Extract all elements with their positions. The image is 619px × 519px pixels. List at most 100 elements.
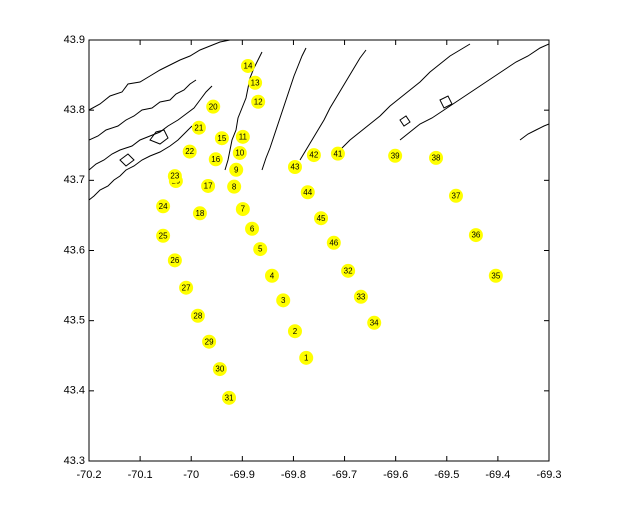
station-label: 30 [215,365,224,374]
station-marker [167,169,182,184]
station-marker [156,228,171,243]
x-tick-label: -69.6 [383,469,408,481]
station-label: 12 [254,97,263,106]
station-marker [192,206,207,221]
station-marker [222,390,237,405]
station-marker [229,162,244,177]
station-label: 11 [239,132,248,141]
station-marker [326,235,341,250]
x-tick-label: -70.2 [76,469,101,481]
x-tick-label: -69.8 [281,469,306,481]
station-marker [208,152,223,167]
station-label: 10 [235,149,244,158]
station-marker [167,253,182,268]
station-label: 15 [217,134,226,143]
station-marker [202,334,217,349]
station-marker [190,308,205,323]
y-tick-label: 43.3 [64,455,85,467]
station-marker [299,350,314,365]
station-label: 28 [193,311,202,320]
station-marker [240,58,255,73]
station-label: 27 [182,283,191,292]
station-marker [264,268,279,283]
station-label: 9 [234,165,239,174]
station-marker [235,202,250,217]
station-label: 14 [244,62,253,71]
station-label: 44 [303,188,312,197]
station-label: 6 [250,224,255,233]
station-marker [353,289,368,304]
station-label: 34 [370,318,379,327]
station-marker [245,221,260,236]
x-tick-label: -69.9 [230,469,255,481]
station-marker [341,263,356,278]
station-marker [179,280,194,295]
station-label: 45 [317,214,326,223]
station-label: 18 [195,209,204,218]
station-label: 8 [232,182,237,191]
station-marker [156,199,171,214]
y-tick-label: 43.7 [64,174,85,186]
station-label: 23 [170,172,179,181]
station-label: 2 [293,327,298,336]
station-label: 36 [471,231,480,240]
station-label: 21 [194,123,203,132]
station-label: 20 [209,102,218,111]
station-marker [306,148,321,163]
station-marker [468,228,483,243]
station-label: 32 [344,266,353,275]
x-tick-label: -69.3 [536,469,561,481]
station-label: 24 [159,202,168,211]
station-label: 42 [309,151,318,160]
station-label: 33 [356,292,365,301]
x-tick-label: -69.4 [485,469,510,481]
station-marker [314,211,329,226]
y-tick-label: 43.9 [64,34,85,46]
station-label: 7 [241,205,246,214]
y-tick-label: 43.6 [64,244,85,256]
x-tick-label: -70.1 [128,469,153,481]
station-marker [276,293,291,308]
station-marker [300,185,315,200]
station-label: 17 [204,182,213,191]
station-marker [388,148,403,163]
station-marker [253,242,268,257]
station-marker [448,188,463,203]
station-marker [191,120,206,135]
x-tick-label: -69.5 [434,469,459,481]
station-label: 31 [225,393,234,402]
x-tick-label: -70 [183,469,199,481]
station-label: 43 [291,163,300,172]
station-label: 1 [304,353,309,362]
coastline [89,40,549,201]
station-label: 29 [205,337,214,346]
station-label: 22 [185,147,194,156]
station-marker [287,160,302,175]
station-label: 46 [329,238,338,247]
station-marker [367,315,382,330]
station-label: 41 [333,149,342,158]
station-label: 39 [391,151,400,160]
station-marker [330,146,345,161]
station-label: 3 [281,296,286,305]
station-label: 5 [258,245,263,254]
station-label: 16 [211,155,220,164]
station-marker [214,131,229,146]
station-marker [251,94,266,109]
station-marker [488,268,503,283]
x-tick-label: -69.7 [332,469,357,481]
station-marker [235,129,250,144]
station-label: 35 [491,271,500,280]
station-label: 4 [270,271,275,280]
station-marker [248,75,263,90]
y-tick-label: 43.5 [64,315,85,327]
station-label: 25 [159,231,168,240]
station-marker [287,324,302,339]
station-label: 26 [170,256,179,265]
y-tick-label: 43.8 [64,104,85,116]
station-marker [429,150,444,165]
station-marker [206,99,221,114]
station-label: 37 [452,191,461,200]
station-marker [201,178,216,193]
